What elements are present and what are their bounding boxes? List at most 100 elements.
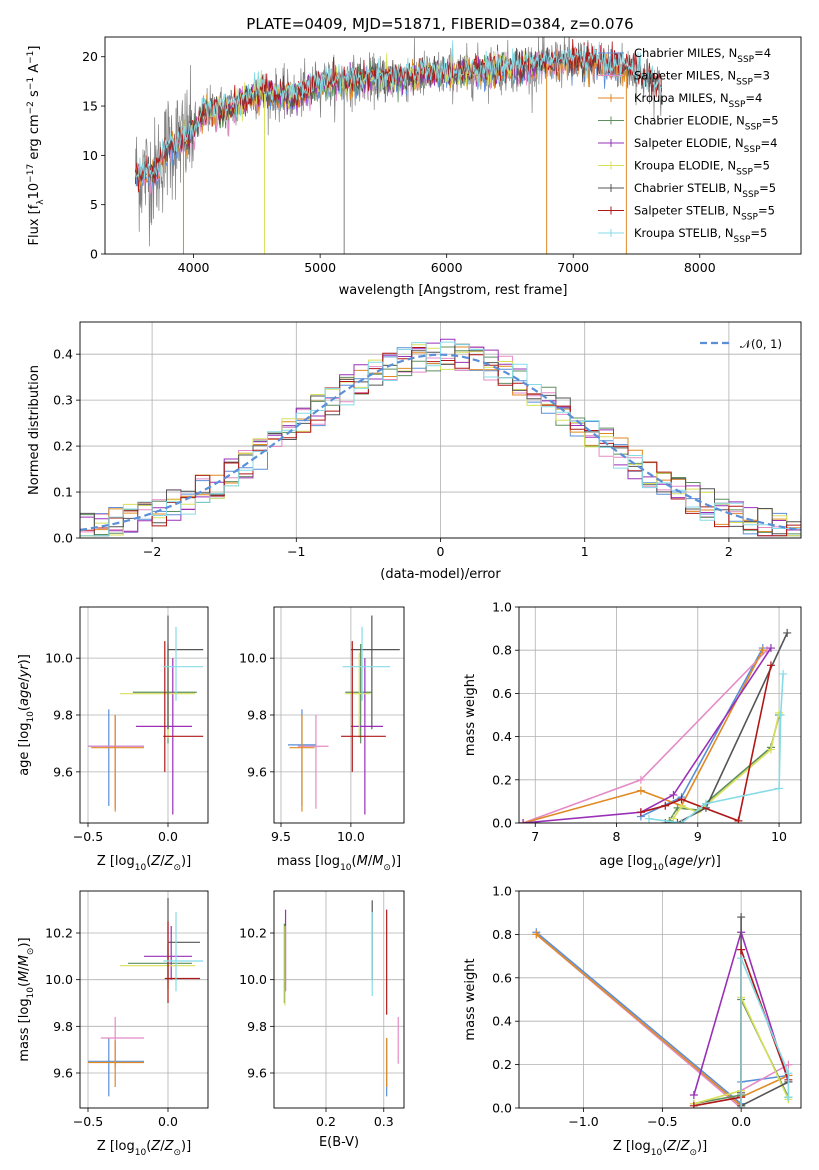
weight-marker (784, 1069, 793, 1078)
x-axis-label: E(B-V) (319, 1135, 359, 1150)
y-axis-label: mass weight (463, 958, 478, 1040)
y-tick-label: 0.6 (492, 686, 512, 701)
plot-area (88, 615, 204, 815)
legend-label: Kroupa MILES, NSSP=4 (634, 91, 762, 110)
weight-marker (689, 1090, 698, 1099)
x-axis-label: Z [log10(Z/Z⊙)] (97, 1139, 191, 1158)
legend: 𝒩(0, 1) (700, 337, 782, 351)
model-line (135, 40, 662, 181)
legend-label: Salpeter MILES, NSSP=3 (634, 69, 770, 88)
x-tick-label: 0.0 (158, 1114, 178, 1129)
normal-curve (80, 353, 801, 531)
weight-marker (669, 790, 678, 799)
y-tick-label: 20 (82, 49, 98, 64)
x-tick-label: −1.0 (568, 1114, 598, 1129)
y-axis-label: mass [log10(M/M⊙)] (17, 937, 36, 1061)
legend-label: Chabrier ELODIE, NSSP=5 (634, 114, 779, 133)
weight-marker (776, 711, 785, 719)
weight-marker (701, 799, 710, 808)
y-tick-label: 10.0 (239, 972, 267, 987)
axes-frame (273, 890, 405, 1109)
weight-line (522, 649, 764, 823)
plot-area (287, 615, 400, 815)
x-tick-label: 7000 (557, 260, 589, 275)
grid (519, 606, 801, 824)
y-tick-label: 9.8 (53, 1019, 73, 1034)
panel-weight_vs_age: 7 8 9 10 0.0 0.2 0.4 0.6 0.8 1.0 mass weight age [l… (463, 600, 802, 873)
weight-line (523, 647, 772, 823)
y-tick-label: 1.0 (492, 884, 512, 899)
x-tick-label: 6000 (431, 260, 463, 275)
axes-frame (518, 606, 802, 824)
weight-marker (766, 644, 775, 653)
x-tick-label: 8 (613, 829, 621, 844)
x-tick-label: 0.2 (316, 1114, 336, 1129)
weight-marker (519, 819, 528, 823)
y-tick-label: 10.0 (239, 651, 267, 666)
x-tick-label: 5000 (304, 260, 336, 275)
x-tick-label: 0 (437, 544, 445, 559)
weight-marker (737, 1104, 746, 1108)
weight-marker (783, 628, 792, 637)
y-tick-label: 9.6 (247, 764, 267, 779)
y-tick-label: 10.0 (45, 651, 73, 666)
x-tick-label: 2 (725, 544, 733, 559)
weight-marker (636, 786, 645, 795)
weight-marker (737, 954, 746, 963)
grid (274, 891, 404, 1108)
x-tick-label: 9.5 (271, 829, 291, 844)
y-tick-label: 0.0 (53, 531, 73, 546)
plot-area (283, 900, 399, 1097)
weight-marker (532, 930, 541, 939)
x-tick-label: 7 (531, 829, 539, 844)
weight-marker (784, 1093, 793, 1102)
y-tick-label: 10 (82, 148, 98, 163)
y-tick-label: 0.0 (492, 816, 512, 831)
panel-mass_vs_EBV: 0.2 0.3 9.6 9.8 10.0 10.2 E(B-V) (239, 890, 405, 1150)
panel-weight_vs_Z: −1.0 −0.5 0.0 0.0 0.2 0.4 0.6 0.8 1.0 mass weight… (463, 884, 802, 1158)
y-tick-label: 9.6 (53, 764, 73, 779)
y-tick-label: 0.8 (492, 927, 512, 942)
panel-mass_vs_Z: −0.5 0.0 9.6 9.8 10.0 10.2 Z [log10(Z/Z⊙)] mass… (17, 890, 209, 1158)
legend-label: Salpeter STELIB, NSSP=5 (634, 204, 775, 223)
y-tick-label: 0.2 (492, 1057, 512, 1072)
y-tick-label: 0.4 (492, 729, 512, 744)
legend-label: Kroupa STELIB, NSSP=5 (634, 226, 767, 245)
y-tick-label: 0.4 (492, 1014, 512, 1029)
weight-marker (779, 669, 788, 678)
plot-area (519, 628, 792, 823)
y-tick-label: 0.2 (53, 439, 73, 454)
weight-marker (737, 945, 746, 954)
y-axis-label: Flux [fλ10−17 erg cm−2 s−1 A−1] (26, 46, 46, 246)
y-tick-label: 0.0 (492, 1101, 512, 1116)
x-tick-label: 0.0 (158, 829, 178, 844)
weight-marker (758, 646, 767, 655)
weight-line (740, 957, 790, 1108)
weight-marker (775, 784, 784, 793)
legend-label: Kroupa ELODIE, NSSP=5 (634, 159, 770, 178)
panel-residuals: −2 −1 0 1 2 0.0 0.1 0.2 0.3 0.4 (data-model)/error… (27, 321, 802, 582)
weight-marker (673, 819, 682, 823)
y-tick-label: 0 (90, 247, 98, 262)
y-tick-label: 0.8 (492, 643, 512, 658)
panel-age_vs_mass: 9.5 10.0 9.6 9.8 10.0 mass [log10(M/M⊙)] (239, 606, 405, 873)
axes-frame (104, 36, 802, 255)
x-tick-label: 4000 (178, 260, 210, 275)
x-tick-label: −0.5 (73, 829, 103, 844)
legend-label: Chabrier STELIB, NSSP=5 (634, 181, 776, 200)
y-tick-label: 0.6 (492, 970, 512, 985)
axes-frame (518, 890, 802, 1109)
x-tick-label: 10 (771, 829, 787, 844)
y-tick-label: 5 (90, 197, 98, 212)
x-tick-label: 8000 (684, 260, 716, 275)
grid (80, 607, 208, 823)
weight-marker (784, 1060, 793, 1069)
y-tick-label: 9.6 (53, 1066, 73, 1081)
x-axis-label: Z [log10(Z/Z⊙)] (97, 854, 191, 873)
x-tick-label: 9 (694, 829, 702, 844)
panel-age_vs_Z: −0.5 0.0 9.6 9.8 10.0 Z [log10(Z/Z⊙)] age [log… (17, 606, 209, 873)
weight-marker (677, 795, 686, 804)
plot-area (532, 913, 793, 1108)
grid (80, 891, 208, 1108)
y-tick-label: 0.4 (53, 347, 73, 362)
